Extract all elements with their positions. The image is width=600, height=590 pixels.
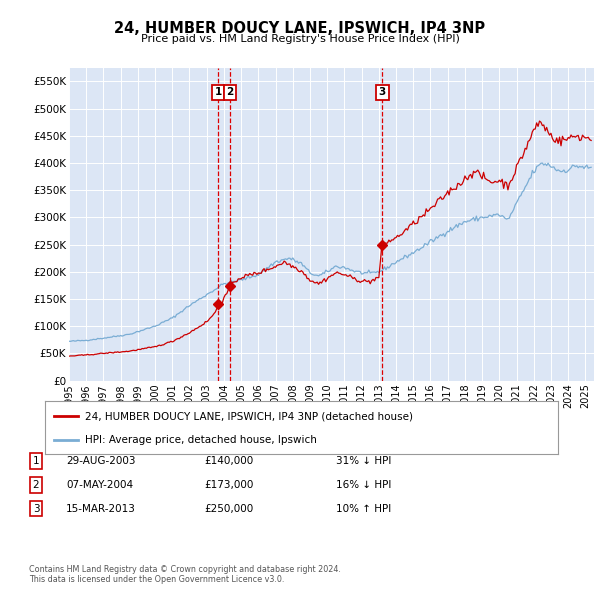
Text: £173,000: £173,000: [204, 480, 253, 490]
Text: 2: 2: [32, 480, 40, 490]
Text: 2: 2: [226, 87, 233, 97]
Text: 1: 1: [214, 87, 221, 97]
Text: 15-MAR-2013: 15-MAR-2013: [66, 504, 136, 513]
Text: Price paid vs. HM Land Registry's House Price Index (HPI): Price paid vs. HM Land Registry's House …: [140, 34, 460, 44]
Text: 31% ↓ HPI: 31% ↓ HPI: [336, 457, 391, 466]
Text: 1: 1: [32, 457, 40, 466]
Text: 07-MAY-2004: 07-MAY-2004: [66, 480, 133, 490]
Text: 24, HUMBER DOUCY LANE, IPSWICH, IP4 3NP: 24, HUMBER DOUCY LANE, IPSWICH, IP4 3NP: [115, 21, 485, 35]
Text: Contains HM Land Registry data © Crown copyright and database right 2024.
This d: Contains HM Land Registry data © Crown c…: [29, 565, 341, 584]
Text: 3: 3: [32, 504, 40, 513]
Text: 16% ↓ HPI: 16% ↓ HPI: [336, 480, 391, 490]
Text: £140,000: £140,000: [204, 457, 253, 466]
Text: 10% ↑ HPI: 10% ↑ HPI: [336, 504, 391, 513]
Text: 3: 3: [379, 87, 386, 97]
Text: HPI: Average price, detached house, Ipswich: HPI: Average price, detached house, Ipsw…: [85, 435, 317, 445]
Text: 29-AUG-2003: 29-AUG-2003: [66, 457, 136, 466]
Text: 24, HUMBER DOUCY LANE, IPSWICH, IP4 3NP (detached house): 24, HUMBER DOUCY LANE, IPSWICH, IP4 3NP …: [85, 411, 413, 421]
Text: £250,000: £250,000: [204, 504, 253, 513]
